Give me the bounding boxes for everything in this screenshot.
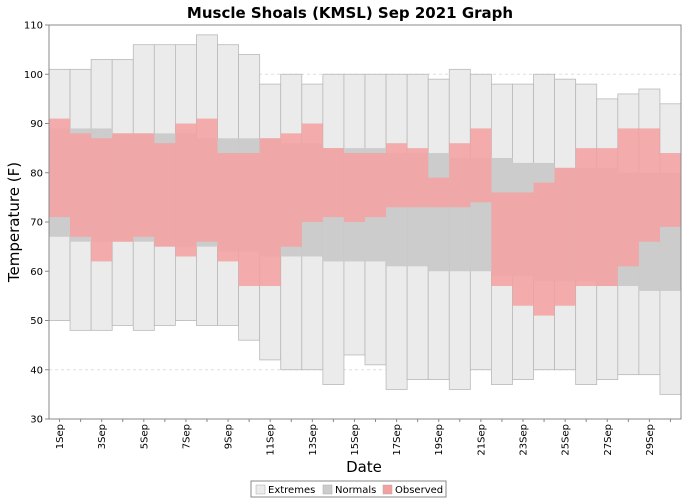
x-tick-label: 9Sep — [224, 424, 235, 449]
x-tick-label: 7Sep — [181, 424, 192, 449]
x-tick-label: 11Sep — [266, 424, 277, 456]
y-tick-label: 40 — [30, 365, 43, 376]
observed-bar — [322, 148, 344, 218]
observed-bar — [638, 128, 660, 242]
x-tick-label: 17Sep — [392, 424, 403, 456]
observed-bar — [175, 123, 197, 257]
observed-series — [49, 118, 681, 316]
x-axis: 1Sep 3Sep 5Sep 7Sep 9Sep 11Sep 13Sep 15Sep 17Sep… — [55, 419, 671, 456]
observed-bar — [512, 192, 534, 306]
y-tick-label: 70 — [30, 218, 43, 229]
observed-bar — [428, 177, 450, 208]
y-tick-label: 30 — [30, 415, 43, 426]
observed-bar — [554, 167, 576, 306]
observed-bar — [596, 148, 618, 287]
observed-bar — [470, 128, 492, 203]
x-tick-label: 29Sep — [645, 424, 656, 456]
x-tick-label: 23Sep — [519, 424, 530, 456]
observed-bar — [259, 138, 281, 287]
legend-swatch — [322, 484, 333, 495]
y-tick-label: 90 — [30, 119, 43, 130]
observed-bar — [449, 143, 471, 208]
x-tick-label: 25Sep — [561, 424, 572, 456]
legend-label: Normals — [335, 485, 376, 496]
x-tick-label: 5Sep — [139, 424, 150, 449]
x-tick-label: 1Sep — [55, 424, 66, 449]
observed-bar — [343, 153, 365, 222]
y-tick-label: 60 — [30, 267, 43, 278]
plot-area — [48, 24, 682, 420]
observed-bar — [575, 148, 597, 287]
observed-bar — [280, 133, 302, 247]
observed-bar — [133, 133, 155, 237]
y-tick-label: 80 — [30, 168, 43, 179]
legend-box — [250, 480, 447, 498]
observed-bar — [238, 153, 260, 287]
legend: Extremes Normals Observed — [250, 480, 447, 498]
observed-bar — [154, 143, 176, 247]
y-tick-label: 110 — [24, 21, 43, 32]
observed-bar — [301, 123, 323, 222]
x-tick-label: 13Sep — [308, 424, 319, 456]
observed-bar — [491, 192, 513, 287]
observed-bar — [365, 153, 387, 218]
observed-bar — [196, 118, 218, 242]
observed-bar — [386, 143, 408, 208]
observed-bar — [217, 153, 239, 262]
legend-swatch — [255, 484, 266, 495]
legend-swatch — [382, 484, 393, 495]
x-tick-label: 15Sep — [350, 424, 361, 456]
y-axis: 30 40 50 60 70 80 90 100 110 — [24, 21, 49, 426]
x-tick-label: 21Sep — [476, 424, 487, 456]
observed-bar — [70, 133, 92, 237]
legend-label: Extremes — [268, 485, 315, 496]
observed-bar — [659, 153, 681, 227]
x-axis-title: Date — [346, 458, 382, 476]
x-tick-label: 19Sep — [434, 424, 445, 456]
x-tick-label: 3Sep — [97, 424, 108, 449]
y-tick-label: 100 — [24, 70, 43, 81]
chart-title: Muscle Shoals (KMSL) Sep 2021 Graph — [187, 4, 513, 22]
observed-bar — [91, 138, 113, 262]
y-tick-label: 50 — [30, 316, 43, 327]
observed-bar — [533, 182, 555, 316]
y-axis-title: Temperature (F) — [5, 162, 23, 283]
observed-bar — [49, 118, 71, 218]
observed-bar — [112, 133, 134, 242]
observed-bar — [407, 148, 429, 208]
x-tick-label: 27Sep — [603, 424, 614, 456]
observed-bar — [617, 128, 639, 267]
legend-label: Observed — [395, 485, 443, 496]
normals-bar — [428, 153, 450, 272]
